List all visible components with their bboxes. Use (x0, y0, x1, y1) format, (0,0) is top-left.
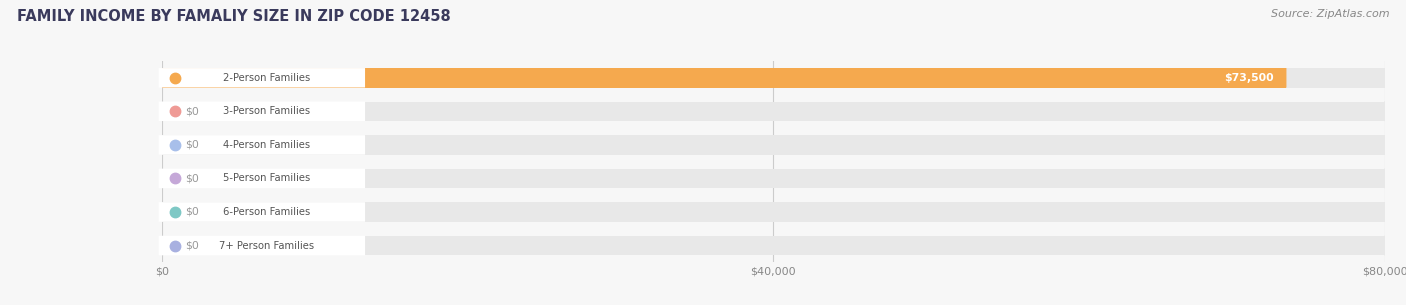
Bar (162, 135, 1385, 155)
Text: $0: $0 (184, 140, 198, 150)
Bar (162, 68, 1385, 88)
Text: 4-Person Families: 4-Person Families (224, 140, 309, 150)
FancyBboxPatch shape (159, 135, 366, 155)
Text: Source: ZipAtlas.com: Source: ZipAtlas.com (1271, 9, 1389, 19)
Text: 7+ Person Families: 7+ Person Families (219, 241, 314, 250)
Text: $0: $0 (184, 241, 198, 250)
Text: 6-Person Families: 6-Person Families (222, 207, 311, 217)
Bar (162, 68, 1285, 88)
FancyBboxPatch shape (159, 169, 366, 188)
FancyBboxPatch shape (159, 102, 366, 121)
Text: 5-Person Families: 5-Person Families (222, 174, 311, 183)
FancyBboxPatch shape (159, 236, 366, 255)
FancyBboxPatch shape (159, 68, 366, 88)
Bar (162, 102, 1385, 121)
Text: $0: $0 (184, 174, 198, 183)
Bar (162, 169, 1385, 188)
FancyBboxPatch shape (159, 202, 366, 222)
Text: 3-Person Families: 3-Person Families (224, 106, 309, 116)
Bar (162, 202, 1385, 222)
Text: $0: $0 (184, 106, 198, 116)
Text: $73,500: $73,500 (1223, 73, 1274, 83)
Bar (162, 236, 1385, 255)
Text: FAMILY INCOME BY FAMALIY SIZE IN ZIP CODE 12458: FAMILY INCOME BY FAMALIY SIZE IN ZIP COD… (17, 9, 450, 24)
Text: $0: $0 (184, 207, 198, 217)
Text: 2-Person Families: 2-Person Families (222, 73, 311, 83)
